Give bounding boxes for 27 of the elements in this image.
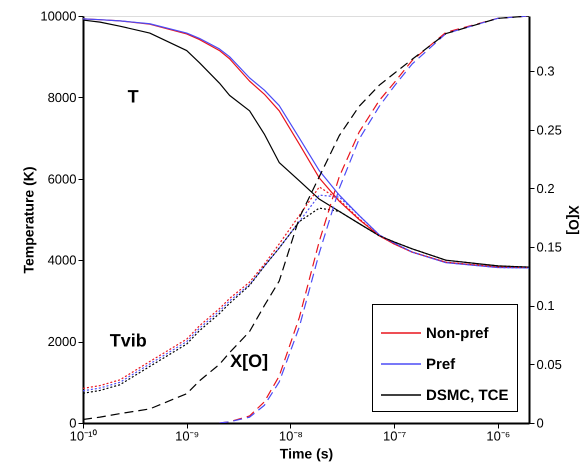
annotation: X[O] <box>230 350 268 371</box>
x-tick-label: 10⁻¹⁰ <box>70 428 98 444</box>
legend-label: Pref <box>426 356 456 373</box>
y-tick-label: 8000 <box>48 90 76 105</box>
y2-axis-title: X[O] <box>566 205 582 235</box>
y-tick-label: 2000 <box>48 334 76 350</box>
y-tick-label: 10000 <box>40 8 76 24</box>
y2-tick-label: 0.2 <box>536 180 555 196</box>
y2-tick-label: 0.15 <box>536 240 562 255</box>
y2-tick-label: 0.1 <box>536 298 555 314</box>
y2-tick-label: 0.3 <box>536 64 555 79</box>
annotation: T <box>128 86 139 106</box>
y-axis-title: Temperature (K) <box>20 166 36 274</box>
x-tick-label: 10⁻⁹ <box>175 428 200 444</box>
legend-label: Non-pref <box>426 325 490 342</box>
x-tick-label: 10⁻⁸ <box>278 428 303 444</box>
y-tick-label: 4000 <box>48 252 76 268</box>
x-tick-label: 10⁻⁶ <box>486 428 510 444</box>
y-tick-label: 0 <box>69 416 76 430</box>
legend-label: DSMC, TCE <box>426 387 508 404</box>
y-tick-label: 6000 <box>48 171 76 186</box>
y2-tick-label: 0.05 <box>536 356 562 372</box>
annotation: Tvib <box>110 330 147 351</box>
y2-tick-label: 0.25 <box>536 122 562 138</box>
x-axis-title: Time (s) <box>280 446 334 462</box>
y2-tick-label: 0 <box>536 416 544 430</box>
x-tick-label: 10⁻⁷ <box>383 428 406 444</box>
